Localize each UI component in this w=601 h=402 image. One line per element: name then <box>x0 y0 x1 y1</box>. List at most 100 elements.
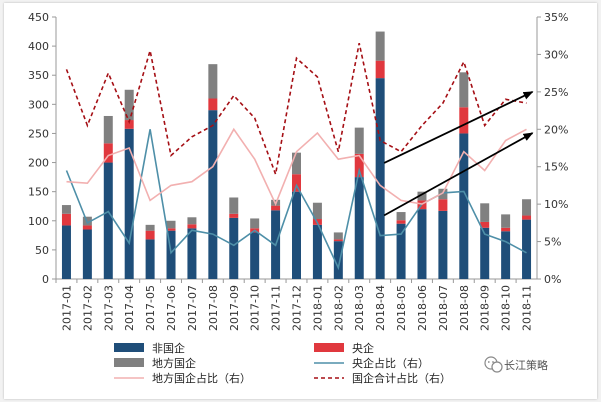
bar-local-soe <box>438 188 448 200</box>
bar-local-soe <box>145 224 155 231</box>
bar-central-soe <box>438 199 448 211</box>
x-tick-label: 2018-08 <box>458 285 471 331</box>
right-tick-label: 5% <box>544 236 561 249</box>
bar-local-soe <box>61 205 71 214</box>
legend-swatch <box>114 343 144 352</box>
bar-nonstate <box>124 128 134 279</box>
x-tick-label: 2017-08 <box>207 285 220 331</box>
legend-label: 非国企 <box>152 341 185 355</box>
left-tick-label: 450 <box>28 11 49 24</box>
bar-central-soe <box>501 227 511 232</box>
bar-nonstate <box>208 110 218 280</box>
right-tick-label: 30% <box>544 48 568 61</box>
left-tick-label: 400 <box>28 40 49 53</box>
bar-central-soe <box>396 220 406 224</box>
x-tick-label: 2017-09 <box>228 285 241 331</box>
left-tick-label: 200 <box>28 157 49 170</box>
bar-local-soe <box>459 72 469 108</box>
right-tick-label: 10% <box>544 198 568 211</box>
bar-nonstate <box>292 191 301 279</box>
bar-nonstate <box>354 177 364 279</box>
bar-local-soe <box>312 202 322 220</box>
x-tick-label: 2017-05 <box>144 285 157 331</box>
bar-local-soe <box>354 127 364 154</box>
chart-svg: 0 50 100 150 200 250 300 350 400 450 0% 5% 10% 15% 20%… <box>28 11 568 385</box>
x-tick-label: 2018-07 <box>437 285 450 331</box>
bar-local-soe <box>124 89 134 121</box>
wechat-icon <box>484 356 503 373</box>
bar-central-soe <box>166 228 176 231</box>
legend-swatch <box>314 343 344 352</box>
bar-local-soe <box>501 214 511 228</box>
left-tick-label: 100 <box>28 215 49 228</box>
legend-label: 地方国企 <box>152 356 196 370</box>
bar-nonstate <box>438 210 448 279</box>
x-tick-label: 2018-05 <box>395 285 408 331</box>
left-tick-label: 150 <box>28 186 49 199</box>
bar-nonstate <box>145 239 155 279</box>
watermark: 长江策略 <box>484 356 548 373</box>
bar-local-soe <box>375 31 385 61</box>
line-total-share <box>65 43 527 178</box>
x-tick-label: 2017-10 <box>249 285 262 331</box>
left-tick-label: 0 <box>42 273 49 286</box>
line-central-share <box>65 129 527 271</box>
bar-nonstate <box>82 229 92 279</box>
x-tick-label: 2017-01 <box>60 285 73 331</box>
bar-local-soe <box>166 220 176 229</box>
legend-label: 国企合计占比（右） <box>352 371 451 385</box>
bar-nonstate <box>229 217 239 279</box>
trend-arrow <box>383 91 534 164</box>
right-tick-label: 25% <box>544 86 568 99</box>
right-tick-label: 35% <box>544 11 568 24</box>
left-tick-label: 350 <box>28 69 49 82</box>
watermark-text: 长江策略 <box>504 358 548 372</box>
bar-central-soe <box>480 221 490 228</box>
x-tick-label: 2017-02 <box>81 285 94 331</box>
bar-central-soe <box>208 98 218 111</box>
right-tick-label: 15% <box>544 161 568 174</box>
x-tick-label: 2017-06 <box>165 285 178 331</box>
bar-central-soe <box>187 224 197 229</box>
x-tick-label: 2017-04 <box>123 285 136 331</box>
x-tick-label: 2018-04 <box>374 285 387 331</box>
bar-nonstate <box>312 224 322 279</box>
bar-nonstate <box>396 223 406 279</box>
bar-nonstate <box>480 227 490 279</box>
x-tick-label: 2018-09 <box>479 285 492 331</box>
bar-central-soe <box>229 213 239 218</box>
bar-nonstate <box>501 231 511 279</box>
x-tick-label: 2018-10 <box>500 285 513 331</box>
bar-nonstate <box>187 228 197 279</box>
bar-local-soe <box>208 64 218 99</box>
bar-central-soe <box>271 205 281 211</box>
x-tick-label: 2018-11 <box>521 285 534 331</box>
bar-central-soe <box>145 230 155 240</box>
bar-local-soe <box>187 217 197 225</box>
bar-local-soe <box>103 115 113 144</box>
left-tick-label: 250 <box>28 127 49 140</box>
chart-frame: 0 50 100 150 200 250 300 350 400 450 0% 5% 10% 15% 20%… <box>4 3 597 399</box>
bar-local-soe <box>480 203 490 222</box>
right-tick-label: 20% <box>544 123 568 136</box>
bar-nonstate <box>522 219 532 279</box>
x-tick-label: 2017-11 <box>270 285 283 331</box>
bar-nonstate <box>61 225 71 279</box>
x-tick-label: 2018-02 <box>332 285 345 331</box>
bar-nonstate <box>250 232 260 279</box>
legend-label: 央企占比（右） <box>352 356 429 370</box>
bar-central-soe <box>124 120 134 129</box>
x-tick-label: 2017-03 <box>102 285 115 331</box>
legend-label: 央企 <box>352 341 374 355</box>
bar-central-soe <box>61 213 71 226</box>
bar-nonstate <box>333 241 343 279</box>
x-tick-label: 2017-12 <box>291 285 304 331</box>
bar-nonstate <box>459 133 469 279</box>
bar-central-soe <box>354 153 364 178</box>
bar-nonstate <box>417 209 427 279</box>
bar-central-soe <box>103 143 113 163</box>
bar-local-soe <box>229 197 239 214</box>
annotations-group <box>383 91 534 217</box>
bar-local-soe <box>396 212 406 221</box>
